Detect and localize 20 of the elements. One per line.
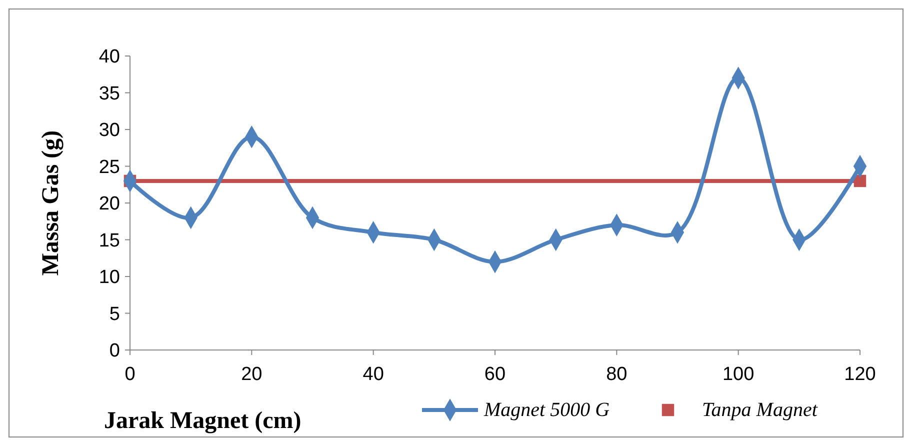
x-axis-title: Jarak Magnet (cm) [104, 408, 302, 434]
x-tick-label: 0 [124, 364, 136, 385]
x-tick-label: 20 [241, 364, 262, 385]
x-tick-label: 40 [362, 364, 384, 385]
y-axis-title: Massa Gas (g) [38, 130, 64, 276]
y-tick-label: 35 [98, 83, 120, 104]
legend-label: Magnet 5000 G [483, 399, 610, 421]
y-tick-label: 30 [98, 120, 120, 142]
y-tick-label: 15 [98, 230, 120, 252]
y-tick-label: 20 [98, 194, 120, 215]
x-tick-label: 80 [606, 364, 628, 385]
x-tick-label: 100 [722, 364, 754, 385]
legend-label: Tanpa Magnet [702, 399, 818, 421]
x-tick-label: 60 [484, 364, 506, 385]
y-tick-label: 40 [98, 46, 120, 68]
y-tick-label: 25 [98, 156, 120, 178]
y-tick-label: 5 [109, 304, 120, 325]
y-tick-label: 10 [98, 267, 120, 288]
y-tick-label: 0 [109, 340, 120, 362]
x-tick-label: 120 [844, 364, 876, 385]
